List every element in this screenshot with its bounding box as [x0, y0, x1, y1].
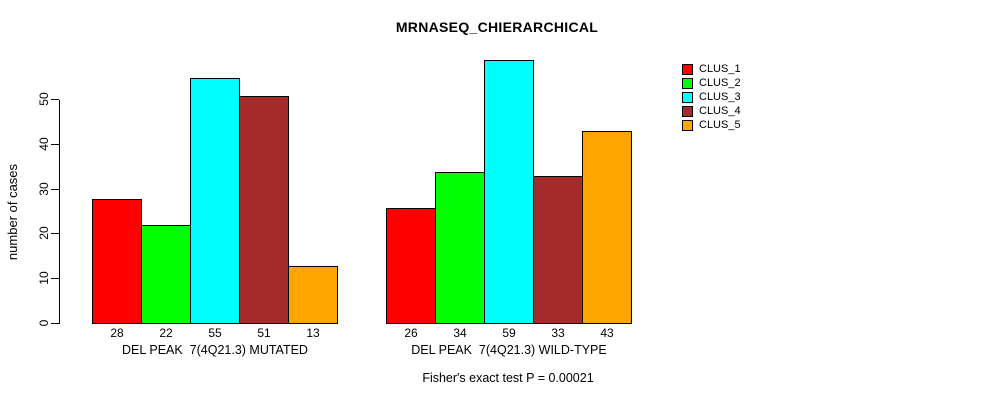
- y-axis-line: [59, 100, 60, 324]
- y-tick-label: 10: [37, 271, 51, 285]
- y-tick-label: 0: [37, 319, 51, 327]
- bar-clus_5-group0: [288, 266, 338, 324]
- legend-swatch-icon: [682, 63, 693, 75]
- legend-row: CLUS_3: [682, 90, 741, 104]
- legend-swatch-icon: [682, 105, 693, 117]
- legend-label: CLUS_1: [699, 63, 741, 75]
- legend: CLUS_1 CLUS_2 CLUS_3 CLUS_4 CLUS_5: [682, 62, 741, 132]
- legend-label: CLUS_4: [699, 105, 741, 117]
- bar-clus_3-group1: [484, 60, 534, 324]
- legend-label: CLUS_3: [699, 91, 741, 103]
- chart-title: MRNASEQ_CHIERARCHICAL: [395, 19, 599, 35]
- legend-row: CLUS_2: [682, 76, 741, 90]
- bar-value-label: 26: [404, 326, 418, 340]
- bar-value-label: 28: [110, 326, 124, 340]
- y-tick-mark: [51, 143, 59, 145]
- bar-value-label: 55: [208, 326, 222, 340]
- bar-value-label: 59: [502, 326, 516, 340]
- bar-clus_1-group0: [92, 199, 142, 324]
- legend-row: CLUS_5: [682, 118, 741, 132]
- bar-clus_2-group0: [141, 225, 191, 324]
- fisher-test-note: Fisher's exact test P = 0.00021: [422, 371, 594, 385]
- bar-value-label: 34: [453, 326, 467, 340]
- bar-clus_4-group1: [533, 176, 583, 324]
- y-tick-mark: [51, 233, 59, 235]
- group-label-wildtype: DEL PEAK 7(4Q21.3) WILD-TYPE: [411, 343, 607, 357]
- bar-value-label: 33: [551, 326, 565, 340]
- legend-swatch-icon: [682, 91, 693, 103]
- bar-value-label: 51: [257, 326, 271, 340]
- bar-clus_1-group1: [386, 208, 436, 324]
- y-tick-label: 20: [37, 226, 51, 241]
- bar-value-label: 13: [306, 326, 320, 340]
- group-label-mutated: DEL PEAK 7(4Q21.3) MUTATED: [122, 343, 308, 357]
- y-tick-mark: [51, 323, 59, 324]
- y-tick-mark: [51, 99, 59, 100]
- bar-clus_4-group0: [239, 96, 289, 324]
- bar-clus_5-group1: [582, 131, 632, 324]
- legend-label: CLUS_2: [699, 77, 741, 89]
- legend-row: CLUS_4: [682, 104, 741, 118]
- y-tick-label: 50: [37, 92, 51, 106]
- bar-value-label: 43: [600, 326, 614, 340]
- bar-clus_3-group0: [190, 78, 240, 324]
- legend-swatch-icon: [682, 77, 693, 89]
- bar-value-label: 22: [159, 326, 173, 340]
- y-tick-mark: [51, 188, 59, 190]
- y-tick-label: 40: [37, 137, 51, 151]
- y-tick-mark: [51, 278, 59, 280]
- bar-clus_2-group1: [435, 172, 485, 324]
- legend-label: CLUS_5: [699, 119, 741, 131]
- legend-row: CLUS_1: [682, 62, 741, 76]
- legend-swatch-icon: [682, 119, 693, 131]
- y-axis-label: number of cases: [5, 163, 20, 261]
- y-tick-label: 30: [37, 181, 51, 196]
